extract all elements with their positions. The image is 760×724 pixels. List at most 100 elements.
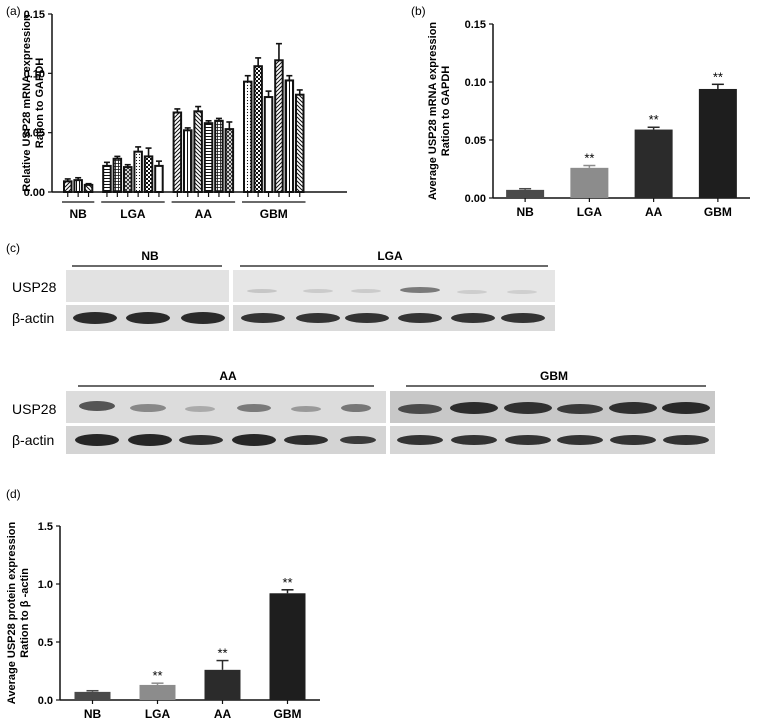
y-tick-label: 0.15 [24,9,45,21]
y-axis-label: Average USP28 mRNA expressionRation to G… [427,22,452,201]
y-axis-label: Relative USP28 mRNA expressionRation to … [21,14,46,192]
blot-usp28-band [504,402,552,414]
y-tick-label: 0.15 [465,19,486,31]
bar [243,80,253,193]
bar [269,593,306,700]
blot-actin-band [128,434,172,446]
blot-usp28-band [247,289,277,293]
blot-usp28-band [291,406,321,412]
y-axis-label-line: Ration to β -actin [19,568,31,658]
x-tick-label: LGA [145,707,171,721]
blot-row2-usp28-label: USP28 [12,401,57,417]
blot-actin-band [501,313,545,323]
bar [274,59,284,193]
blot-actin-band [181,312,225,324]
significance-marker: ** [217,646,227,661]
bar [506,189,545,198]
blot-actin-band [241,313,285,323]
significance-marker: ** [584,151,594,166]
blot-actin-band [345,313,389,323]
bar [143,155,154,193]
blot-usp28-band [351,289,381,293]
panel-b-letter: (b) [411,4,426,18]
y-tick-label: 0.5 [38,637,53,649]
x-tick-label: AA [645,205,663,219]
bar [83,183,94,194]
blot-gbm-label: GBM [540,369,568,383]
bar [154,164,164,193]
x-tick-label: AA [214,707,232,721]
y-tick-label: 0.05 [24,128,45,140]
x-tick-label: NB [516,205,534,219]
bar [102,164,112,193]
y-tick-label: 1.0 [38,579,53,591]
blot-actin-band [179,435,223,445]
y-tick-label: 0.00 [24,187,45,199]
y-tick-label: 0.05 [465,135,486,147]
blot-actin-band [451,313,495,323]
blot-actin-band [340,436,376,444]
blot-usp28-band [237,404,271,412]
blot-usp28-band [662,402,710,414]
blot-usp28-band [400,287,440,293]
blot-usp28-band [185,406,215,412]
x-tick-label: LGA [577,205,603,219]
blot-usp28-band [303,289,333,293]
panel-c-letter: (c) [6,241,20,255]
blot-usp28-band [79,401,115,411]
bar [172,111,183,193]
blot-aa-label: AA [219,369,237,383]
y-axis-label-line: Ration to GAPDH [34,58,46,148]
y-tick-label: 0.10 [465,77,486,89]
bar [284,79,295,193]
blot-row1-actin-label: β-actin [12,310,54,326]
blot-row2-usp28-aa-strip [66,391,386,423]
blot-row2-actin-gbm-strip [390,426,715,454]
blot-actin-band [557,435,603,445]
x-group-label: AA [195,207,213,221]
blot-row2-actin-aa-strip [66,426,386,454]
blot-actin-band [397,435,443,445]
bar [63,180,73,194]
bar [570,167,609,198]
blot-row2-actin-label: β-actin [12,432,54,448]
x-tick-label: NB [84,707,102,721]
x-group-label: NB [69,207,87,221]
blot-usp28-band [507,290,537,294]
bar [634,129,673,198]
bar [139,684,176,700]
bar [133,150,143,194]
blot-usp28-band [130,404,166,412]
blot-actin-band [296,313,340,323]
x-group-label: LGA [120,207,146,221]
significance-marker: ** [282,575,292,590]
significance-marker: ** [152,668,162,683]
y-axis-label: Average USP28 protein expressionRation t… [6,522,31,705]
bar [214,119,224,193]
y-tick-label: 0.10 [24,68,45,80]
blot-actin-band [398,313,442,323]
significance-marker: ** [713,69,723,84]
bar [698,88,737,198]
y-tick-label: 1.5 [38,521,53,533]
panel-a-letter: (a) [6,4,21,18]
blot-usp28-band [341,404,371,412]
blot-usp28-band [609,402,657,414]
bar [253,65,263,193]
blot-usp28-band [457,290,487,294]
bar [183,129,193,193]
western-blot: NB LGA USP28 β-actin AA GBM [12,249,715,454]
bar [263,96,274,193]
bar [73,179,83,193]
bar [74,691,111,700]
y-axis-label-line: Ration to GAPDH [440,66,452,156]
bar [123,166,133,194]
blot-usp28-band [557,404,603,414]
chart-d: 0.0 0.5 1.0 1.5 Average USP28 protein expres… [6,521,320,721]
blot-actin-band [126,312,170,324]
blot-actin-band [75,434,119,446]
blot-actin-band [505,435,551,445]
chart-b: 0.00 0.05 0.10 0.15 Average USP28 mRNA expre… [427,19,750,219]
